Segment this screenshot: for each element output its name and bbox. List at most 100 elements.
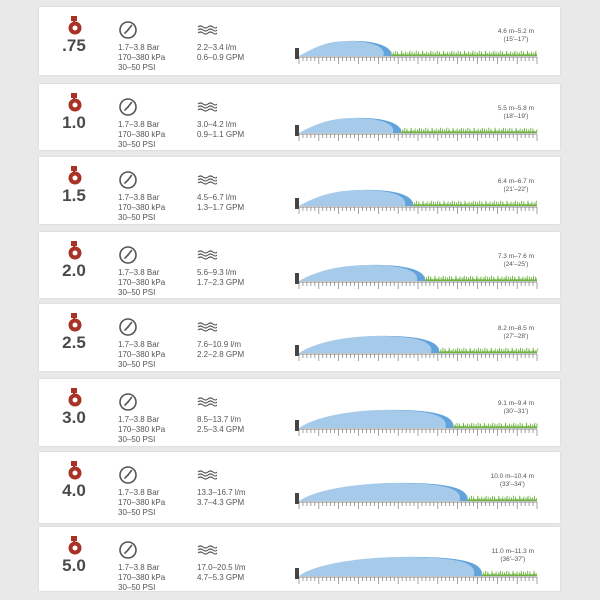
distance-ruler	[298, 429, 538, 436]
grass-strip	[393, 127, 538, 134]
throw-radius: 9.1 m–9.4 m (30'–31')	[498, 400, 534, 416]
flow-gpm: 2.5–3.4 GPM	[197, 425, 245, 434]
spray-arc-edge	[360, 189, 414, 206]
nozzle-size-label: 1.0	[62, 113, 86, 132]
spray-pattern-diagram	[295, 409, 538, 436]
flow-range: 5.6–9.3 l/m 1.7–2.3 GPM	[197, 268, 244, 288]
flow-range: 13.3–16.7 l/m 3.7–4.3 GPM	[197, 488, 245, 508]
radius-metric: 11.0 m–11.3 m	[491, 548, 534, 555]
nozzle-card: .75 1.7–3.8 Bar 170–380 kPa 30–50 PSI 2.…	[39, 7, 560, 75]
nozzle-card: 5.0 1.7–3.8 Bar 170–380 kPa 30–50 PSI 17…	[39, 527, 560, 592]
radius-feet: (18'–19')	[503, 113, 529, 120]
pressure-psi: 30–50 PSI	[118, 508, 156, 517]
distance-ruler	[298, 207, 538, 214]
nozzle-size-label: .75	[62, 36, 86, 55]
nozzle-icon	[68, 313, 82, 332]
distance-ruler	[298, 57, 538, 64]
radius-feet: (30'–31')	[503, 408, 529, 415]
pressure-psi: 30–50 PSI	[118, 63, 156, 72]
flow-range: 4.5–6.7 l/m 1.3–1.7 GPM	[197, 193, 244, 213]
flow-range: 7.6–10.9 l/m 2.2–2.8 GPM	[197, 340, 244, 360]
nozzle-icon	[68, 166, 82, 185]
spray-pattern-diagram	[295, 264, 538, 289]
throw-radius: 10.0 m–10.4 m (33'–34')	[491, 473, 534, 489]
radius-metric: 4.6 m–5.2 m	[497, 28, 534, 35]
sprinkler-head	[295, 198, 299, 209]
flow-gpm: 0.9–1.1 GPM	[197, 130, 245, 139]
pressure-gauge-icon	[119, 541, 137, 559]
pressure-psi: 30–50 PSI	[118, 288, 156, 297]
pressure-psi: 30–50 PSI	[118, 360, 156, 369]
sprinkler-head	[295, 420, 299, 431]
pressure-psi: 30–50 PSI	[118, 583, 156, 592]
throw-radius: 5.5 m–5.8 m (18'–19')	[498, 105, 534, 121]
pressure-range: 1.7–3.8 Bar 170–380 kPa 30–50 PSI	[118, 488, 165, 518]
spray-arc	[299, 336, 432, 353]
radius-metric: 8.2 m–8.5 m	[497, 325, 534, 332]
spray-arc	[299, 265, 418, 281]
flow-gpm: 4.7–5.3 GPM	[197, 573, 245, 582]
spray-pattern-diagram	[295, 482, 538, 509]
pressure-range: 1.7–3.8 Bar 170–380 kPa 30–50 PSI	[118, 43, 165, 73]
throw-radius: 6.4 m–6.7 m (21'–22')	[498, 178, 534, 194]
grass-strip	[446, 422, 538, 429]
flow-lpm: 7.6–10.9 l/m	[197, 340, 242, 349]
spray-arc	[299, 483, 460, 501]
radius-metric: 10.0 m–10.4 m	[490, 473, 534, 480]
pressure-bar: 1.7–3.8 Bar	[118, 488, 160, 497]
pressure-gauge-icon	[119, 171, 137, 189]
pressure-range: 1.7–3.8 Bar 170–380 kPa 30–50 PSI	[118, 340, 165, 370]
spray-arc-edge	[353, 117, 402, 133]
pressure-gauge-icon	[119, 246, 137, 264]
pressure-psi: 30–50 PSI	[118, 140, 156, 149]
grass-strip	[405, 200, 537, 207]
radius-feet: (33'–34')	[499, 481, 525, 488]
nozzle-size-label: 2.5	[62, 333, 86, 352]
spray-arc-edge	[374, 335, 440, 353]
spray-arc-edge	[382, 409, 454, 428]
throw-radius: 11.0 m–11.3 m (36'–37')	[492, 548, 534, 564]
pressure-bar: 1.7–3.8 Bar	[118, 193, 160, 202]
nozzle-icon	[68, 241, 82, 260]
spray-arc-edge	[367, 264, 425, 281]
nozzle-icon	[68, 461, 82, 480]
sprinkler-head	[295, 568, 299, 579]
flow-lpm: 3.0–4.2 l/m	[197, 120, 237, 129]
spray-arc	[299, 190, 406, 206]
pressure-gauge-icon	[119, 466, 137, 484]
pressure-psi: 30–50 PSI	[118, 435, 156, 444]
radius-feet: (24'–25')	[503, 261, 529, 268]
sprinkler-head	[295, 125, 299, 136]
nozzle-icon	[68, 388, 82, 407]
pressure-gauge-icon	[119, 21, 137, 39]
throw-radius: 4.6 m–5.2 m (15'–17')	[498, 28, 534, 44]
radius-metric: 6.4 m–6.7 m	[497, 178, 534, 185]
pressure-gauge-icon	[119, 318, 137, 336]
pressure-kpa: 170–380 kPa	[118, 573, 166, 582]
nozzle-size-label: 2.0	[62, 261, 86, 280]
pressure-range: 1.7–3.8 Bar 170–380 kPa 30–50 PSI	[118, 193, 165, 223]
sprinkler-head	[295, 345, 299, 356]
grass-strip	[460, 495, 538, 502]
pressure-psi: 30–50 PSI	[118, 213, 156, 222]
throw-radius: 7.3 m–7.6 m (24'–25')	[498, 253, 534, 269]
grass-strip	[431, 347, 538, 354]
pressure-kpa: 170–380 kPa	[118, 53, 166, 62]
spray-arc-edge	[390, 482, 468, 501]
pressure-bar: 1.7–3.8 Bar	[118, 563, 160, 572]
spray-pattern-diagram	[295, 40, 538, 64]
nozzle-size-label: 5.0	[62, 556, 86, 575]
flow-waves-icon	[197, 545, 217, 555]
radius-metric: 7.3 m–7.6 m	[497, 253, 534, 260]
distance-ruler	[298, 577, 538, 584]
flow-lpm: 8.5–13.7 l/m	[197, 415, 242, 424]
flow-range: 2.2–3.4 l/m 0.6–0.9 GPM	[197, 43, 244, 63]
distance-ruler	[298, 354, 538, 361]
flow-gpm: 1.7–2.3 GPM	[197, 278, 245, 287]
spray-arc	[299, 41, 384, 56]
grass-strip	[417, 275, 537, 282]
pressure-range: 1.7–3.8 Bar 170–380 kPa 30–50 PSI	[118, 415, 165, 445]
flow-lpm: 13.3–16.7 l/m	[197, 488, 246, 497]
sprinkler-head	[295, 48, 299, 59]
radius-feet: (15'–17')	[503, 36, 529, 43]
